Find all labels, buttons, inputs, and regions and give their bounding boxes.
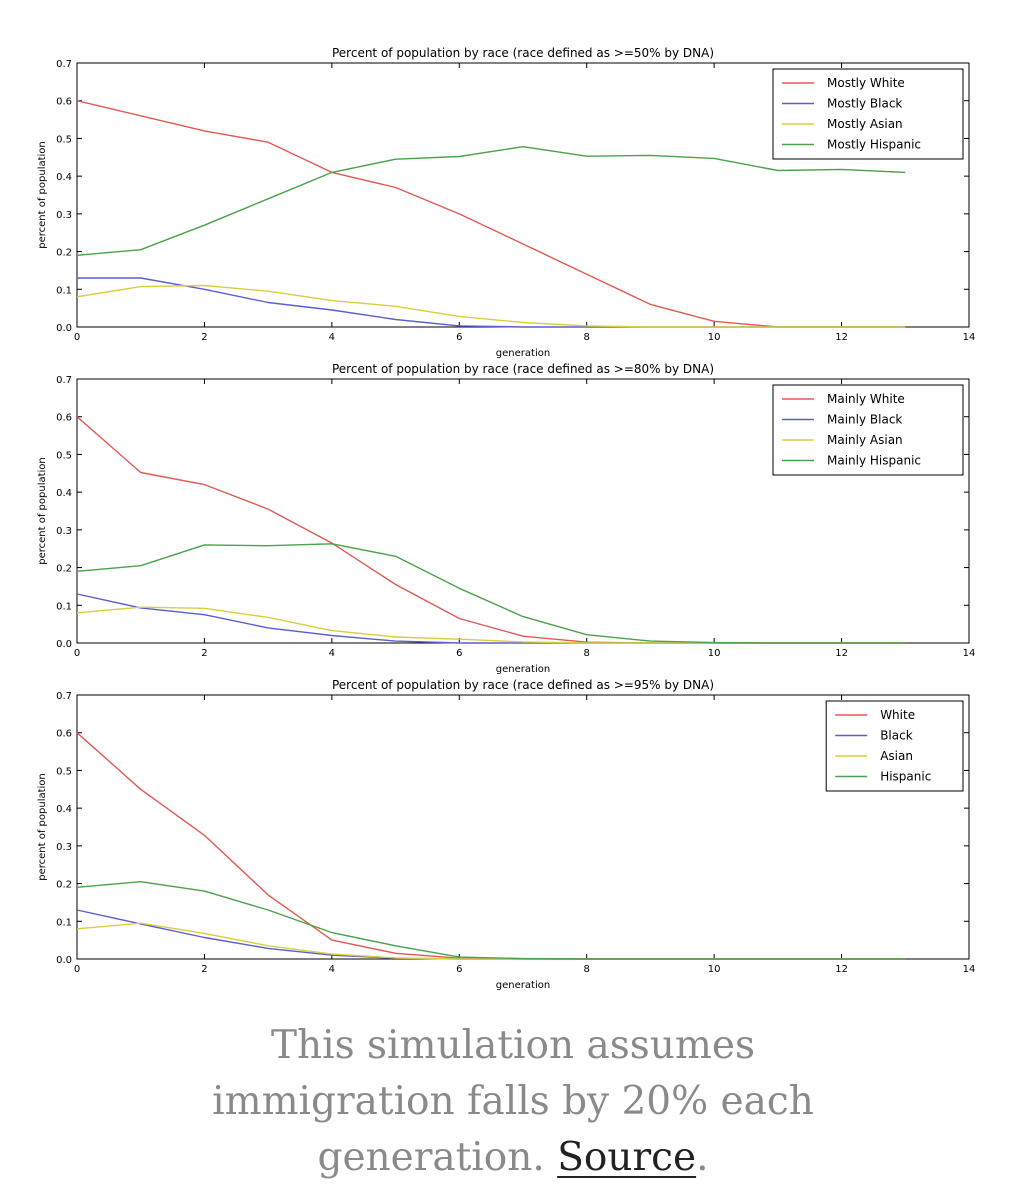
- y-tick-label: 0.0: [56, 955, 72, 966]
- x-tick-label: 0: [74, 648, 80, 659]
- series-line-mostly-hispanic: [76, 145, 906, 256]
- y-tick-label: 0.2: [56, 248, 72, 259]
- x-tick-label: 6: [456, 964, 462, 975]
- legend-label: Black: [880, 729, 913, 743]
- y-tick-label: 0.1: [56, 285, 72, 296]
- series-line-hispanic: [76, 881, 906, 960]
- legend-label: Hispanic: [880, 770, 931, 784]
- y-tick-label: 0.1: [56, 917, 72, 928]
- y-tick-label: 0.2: [56, 880, 72, 891]
- x-tick-label: 10: [708, 648, 721, 659]
- y-tick-label: 0.6: [56, 413, 72, 424]
- y-axis-label: percent of population: [37, 773, 48, 881]
- legend-label: Mainly Black: [827, 413, 902, 427]
- y-tick-label: 0.3: [56, 842, 72, 853]
- x-tick-label: 10: [708, 332, 721, 343]
- x-tick-label: 8: [584, 332, 590, 343]
- x-tick-label: 6: [456, 648, 462, 659]
- legend-label: Mainly Hispanic: [827, 454, 921, 468]
- y-axis-label: percent of population: [37, 141, 48, 249]
- x-tick-label: 4: [329, 332, 335, 343]
- y-tick-label: 0.6: [56, 729, 72, 740]
- x-tick-label: 2: [201, 648, 207, 659]
- x-tick-label: 14: [963, 964, 976, 975]
- legend-label: Asian: [880, 749, 913, 763]
- y-tick-label: 0.5: [56, 450, 72, 461]
- legend-label: Mostly Black: [827, 97, 902, 111]
- y-tick-label: 0.6: [56, 97, 72, 108]
- y-tick-label: 0.5: [56, 766, 72, 777]
- x-axis-label: generation: [496, 348, 550, 359]
- y-tick-label: 0.5: [56, 134, 72, 145]
- chart-title-2: Percent of population by race (race defi…: [332, 362, 714, 376]
- x-tick-label: 0: [74, 332, 80, 343]
- x-tick-label: 14: [963, 332, 976, 343]
- y-tick-label: 0.3: [56, 210, 72, 221]
- x-axis-label: generation: [496, 980, 550, 991]
- x-tick-label: 12: [835, 648, 848, 659]
- legend-label: Mostly White: [827, 76, 905, 90]
- x-tick-label: 6: [456, 332, 462, 343]
- charts-svg: Percent of population by race (race defi…: [37, 46, 976, 991]
- caption-line-3-prefix: generation.: [317, 1135, 558, 1180]
- x-tick-label: 0: [74, 964, 80, 975]
- y-tick-label: 0.7: [56, 691, 72, 702]
- source-link[interactable]: Source: [557, 1135, 697, 1180]
- legend-label: Mostly Asian: [827, 117, 903, 131]
- x-tick-label: 2: [201, 964, 207, 975]
- y-tick-label: 0.4: [56, 804, 72, 815]
- y-tick-label: 0.1: [56, 601, 72, 612]
- x-tick-label: 12: [835, 332, 848, 343]
- plot-area-3: [76, 694, 970, 960]
- y-tick-label: 0.7: [56, 375, 72, 386]
- y-tick-label: 0.0: [56, 323, 72, 334]
- y-tick-label: 0.0: [56, 639, 72, 650]
- y-axis-label: percent of population: [37, 457, 48, 565]
- caption-line-3: generation. Source.: [150, 1130, 876, 1186]
- series-line-mainly-hispanic: [76, 543, 906, 644]
- y-tick-label: 0.7: [56, 59, 72, 70]
- chart-title-1: Percent of population by race (race defi…: [332, 46, 714, 60]
- chart-title-3: Percent of population by race (race defi…: [332, 678, 714, 692]
- series-line-mostly-asian: [76, 284, 906, 328]
- x-tick-label: 2: [201, 332, 207, 343]
- y-tick-label: 0.2: [56, 564, 72, 575]
- caption-line-1: This simulation assumes: [271, 1023, 755, 1068]
- caption: This simulation assumes immigration fall…: [150, 1018, 876, 1186]
- legend-label: White: [880, 708, 915, 722]
- y-tick-label: 0.4: [56, 172, 72, 183]
- x-tick-label: 4: [329, 648, 335, 659]
- series-line-mostly-white: [76, 100, 906, 328]
- y-tick-label: 0.4: [56, 488, 72, 499]
- y-tick-label: 0.3: [56, 526, 72, 537]
- x-tick-label: 4: [329, 964, 335, 975]
- x-tick-label: 10: [708, 964, 721, 975]
- x-tick-label: 14: [963, 648, 976, 659]
- x-tick-label: 8: [584, 648, 590, 659]
- x-tick-label: 8: [584, 964, 590, 975]
- legend-label: Mostly Hispanic: [827, 138, 921, 152]
- legend-label: Mainly Asian: [827, 433, 903, 447]
- caption-line-2: immigration falls by 20% each: [212, 1079, 814, 1124]
- x-axis-label: generation: [496, 664, 550, 675]
- x-tick-label: 12: [835, 964, 848, 975]
- charts-area: Percent of population by race (race defi…: [0, 40, 1026, 1000]
- caption-suffix: .: [696, 1135, 709, 1180]
- legend-label: Mainly White: [827, 392, 905, 406]
